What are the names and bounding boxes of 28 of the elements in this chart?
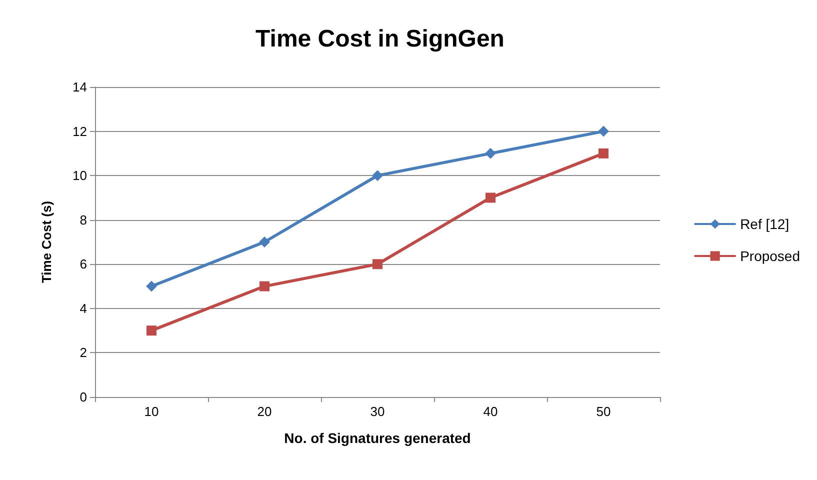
y-tick-label: 0 [80,390,87,404]
y-tick-label: 4 [80,300,87,316]
point [146,280,157,292]
x-tick-label: 30 [370,404,385,419]
x-tick-label: 10 [144,404,159,419]
x-axis-title: No. of Signatures generated [284,430,471,446]
y-tick-label: 2 [80,345,87,360]
y-tick-label: 8 [80,212,87,228]
y-tick-label: 6 [80,256,87,272]
point [598,126,609,137]
x-tick-label: 50 [596,404,611,419]
y-axis-title: Time Cost (s) [39,200,54,284]
chart-title: Time Cost in SignGen [256,26,504,52]
x-tick-label: 40 [483,404,498,419]
point [598,148,608,158]
legend-label: Ref [12] [740,216,790,232]
point [260,281,270,292]
y-tick-label: 12 [72,124,87,139]
y-tick-label: 14 [72,80,87,94]
legend-label: Proposed [740,248,800,264]
point [146,326,156,336]
y-tick-label: 10 [72,168,87,184]
point [485,148,496,159]
point [259,236,270,248]
point [372,259,382,270]
x-tick-label: 20 [257,404,272,419]
point [372,170,383,182]
point [486,192,496,203]
